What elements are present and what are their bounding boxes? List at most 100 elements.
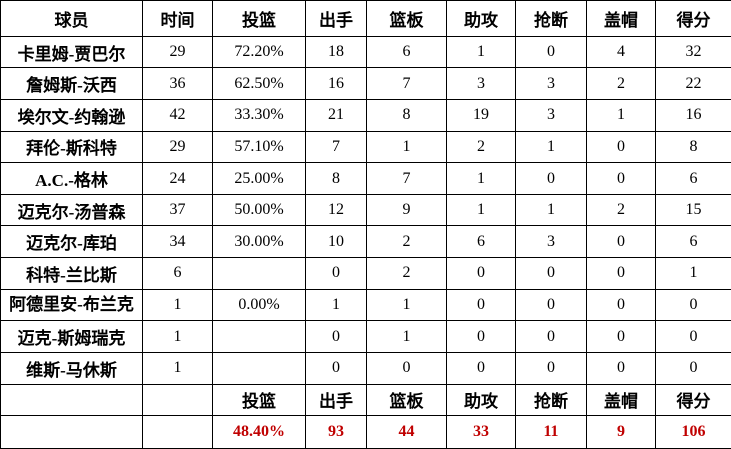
cell-cell: 18 <box>305 35 367 69</box>
cell-cell: 10 <box>305 225 367 259</box>
cell-cell: 16 <box>655 98 731 132</box>
hd-cell: 球员 <box>0 0 143 37</box>
cell-cell: 1 <box>515 130 587 164</box>
cell-cell: 29 <box>142 35 213 69</box>
cell-cell: 3 <box>515 67 587 100</box>
cell-cell: 50.00% <box>212 193 306 227</box>
cell-cell: 0 <box>515 162 587 195</box>
hd-cell: 助攻 <box>446 383 516 417</box>
hd-cell <box>0 383 143 417</box>
cell-cell: 32 <box>655 35 731 69</box>
cell-cell: 0 <box>586 257 656 290</box>
table-row: 卡里姆-贾巴尔 29 72.20% 18 6 1 0 4 32 <box>0 35 731 69</box>
tot-cell: 106 <box>655 415 731 449</box>
cell-cell: 1 <box>446 35 516 69</box>
hd-cell: 篮板 <box>366 383 447 417</box>
name-cell: 埃尔文-约翰逊 <box>0 98 143 132</box>
hd-cell: 出手 <box>305 383 367 417</box>
cell-cell: 0 <box>446 288 516 322</box>
table-row: 维斯-马休斯 1 0 0 0 0 0 0 <box>0 351 731 385</box>
name-cell: 维斯-马休斯 <box>0 351 143 385</box>
cell-cell: 1 <box>655 257 731 290</box>
tot-cell: 44 <box>366 415 447 449</box>
name-cell: A.C.-格林 <box>0 162 143 195</box>
name-cell: 科特-兰比斯 <box>0 257 143 290</box>
cell-cell: 36 <box>142 67 213 100</box>
hd-cell: 出手 <box>305 0 367 37</box>
cell-cell: 22 <box>655 67 731 100</box>
tot-cell: 11 <box>515 415 587 449</box>
cell-cell: 7 <box>305 130 367 164</box>
cell-cell: 12 <box>305 193 367 227</box>
cell-cell: 0 <box>515 288 587 322</box>
name-cell: 迈克-斯姆瑞克 <box>0 320 143 353</box>
hd-cell: 得分 <box>655 0 731 37</box>
tot-cell <box>142 415 213 449</box>
cell-cell: 42 <box>142 98 213 132</box>
cell-cell: 7 <box>366 67 447 100</box>
tot-cell: 48.40% <box>212 415 306 449</box>
cell-cell: 0 <box>366 351 447 385</box>
cell-cell: 2 <box>586 67 656 100</box>
hd-cell <box>142 383 213 417</box>
name-cell: 詹姆斯-沃西 <box>0 67 143 100</box>
cell-cell: 0 <box>586 130 656 164</box>
name-cell: 拜伦-斯科特 <box>0 130 143 164</box>
cell-cell: 0 <box>586 288 656 322</box>
name-cell: 阿德里安-布兰克 <box>0 288 143 322</box>
cell-cell: 1 <box>446 193 516 227</box>
cell-cell: 2 <box>446 130 516 164</box>
table-row: 科特-兰比斯 6 0 2 0 0 0 1 <box>0 257 731 290</box>
cell-cell: 9 <box>366 193 447 227</box>
cell-cell: 7 <box>366 162 447 195</box>
name-cell: 卡里姆-贾巴尔 <box>0 35 143 69</box>
cell-cell: 19 <box>446 98 516 132</box>
table-row: 阿德里安-布兰克 1 0.00% 1 1 0 0 0 0 <box>0 288 731 322</box>
cell-cell: 4 <box>586 35 656 69</box>
cell-cell: 0 <box>515 351 587 385</box>
cell-cell: 6 <box>142 257 213 290</box>
cell-cell: 2 <box>586 193 656 227</box>
cell-cell: 6 <box>366 35 447 69</box>
cell-cell <box>212 320 306 353</box>
hd-cell: 时间 <box>142 0 213 37</box>
hd-cell: 投篮 <box>212 383 306 417</box>
table-row: 迈克尔-库珀 34 30.00% 10 2 6 3 0 6 <box>0 225 731 259</box>
cell-cell: 0 <box>586 320 656 353</box>
table-row: 迈克-斯姆瑞克 1 0 1 0 0 0 0 <box>0 320 731 353</box>
tot-cell: 93 <box>305 415 367 449</box>
cell-cell: 0 <box>586 225 656 259</box>
cell-cell: 37 <box>142 193 213 227</box>
cell-cell: 1 <box>142 288 213 322</box>
cell-cell: 29 <box>142 130 213 164</box>
cell-cell: 0 <box>586 162 656 195</box>
cell-cell: 8 <box>366 98 447 132</box>
cell-cell: 0 <box>305 257 367 290</box>
cell-cell: 0 <box>515 257 587 290</box>
hd-cell: 篮板 <box>366 0 447 37</box>
hd-cell: 助攻 <box>446 0 516 37</box>
cell-cell: 1 <box>366 320 447 353</box>
cell-cell: 1 <box>515 193 587 227</box>
cell-cell <box>212 257 306 290</box>
cell-cell: 0 <box>515 320 587 353</box>
cell-cell: 1 <box>366 288 447 322</box>
cell-cell: 3 <box>446 67 516 100</box>
cell-cell: 2 <box>366 257 447 290</box>
cell-cell: 34 <box>142 225 213 259</box>
cell-cell: 21 <box>305 98 367 132</box>
hd-cell: 盖帽 <box>586 383 656 417</box>
cell-cell: 30.00% <box>212 225 306 259</box>
table-row: 詹姆斯-沃西 36 62.50% 16 7 3 3 2 22 <box>0 67 731 100</box>
cell-cell: 16 <box>305 67 367 100</box>
cell-cell: 1 <box>142 351 213 385</box>
cell-cell: 6 <box>655 225 731 259</box>
cell-cell: 0 <box>446 320 516 353</box>
hd-cell: 投篮 <box>212 0 306 37</box>
cell-cell: 57.10% <box>212 130 306 164</box>
cell-cell: 1 <box>446 162 516 195</box>
cell-cell: 62.50% <box>212 67 306 100</box>
name-cell: 迈克尔-汤普森 <box>0 193 143 227</box>
cell-cell: 8 <box>655 130 731 164</box>
